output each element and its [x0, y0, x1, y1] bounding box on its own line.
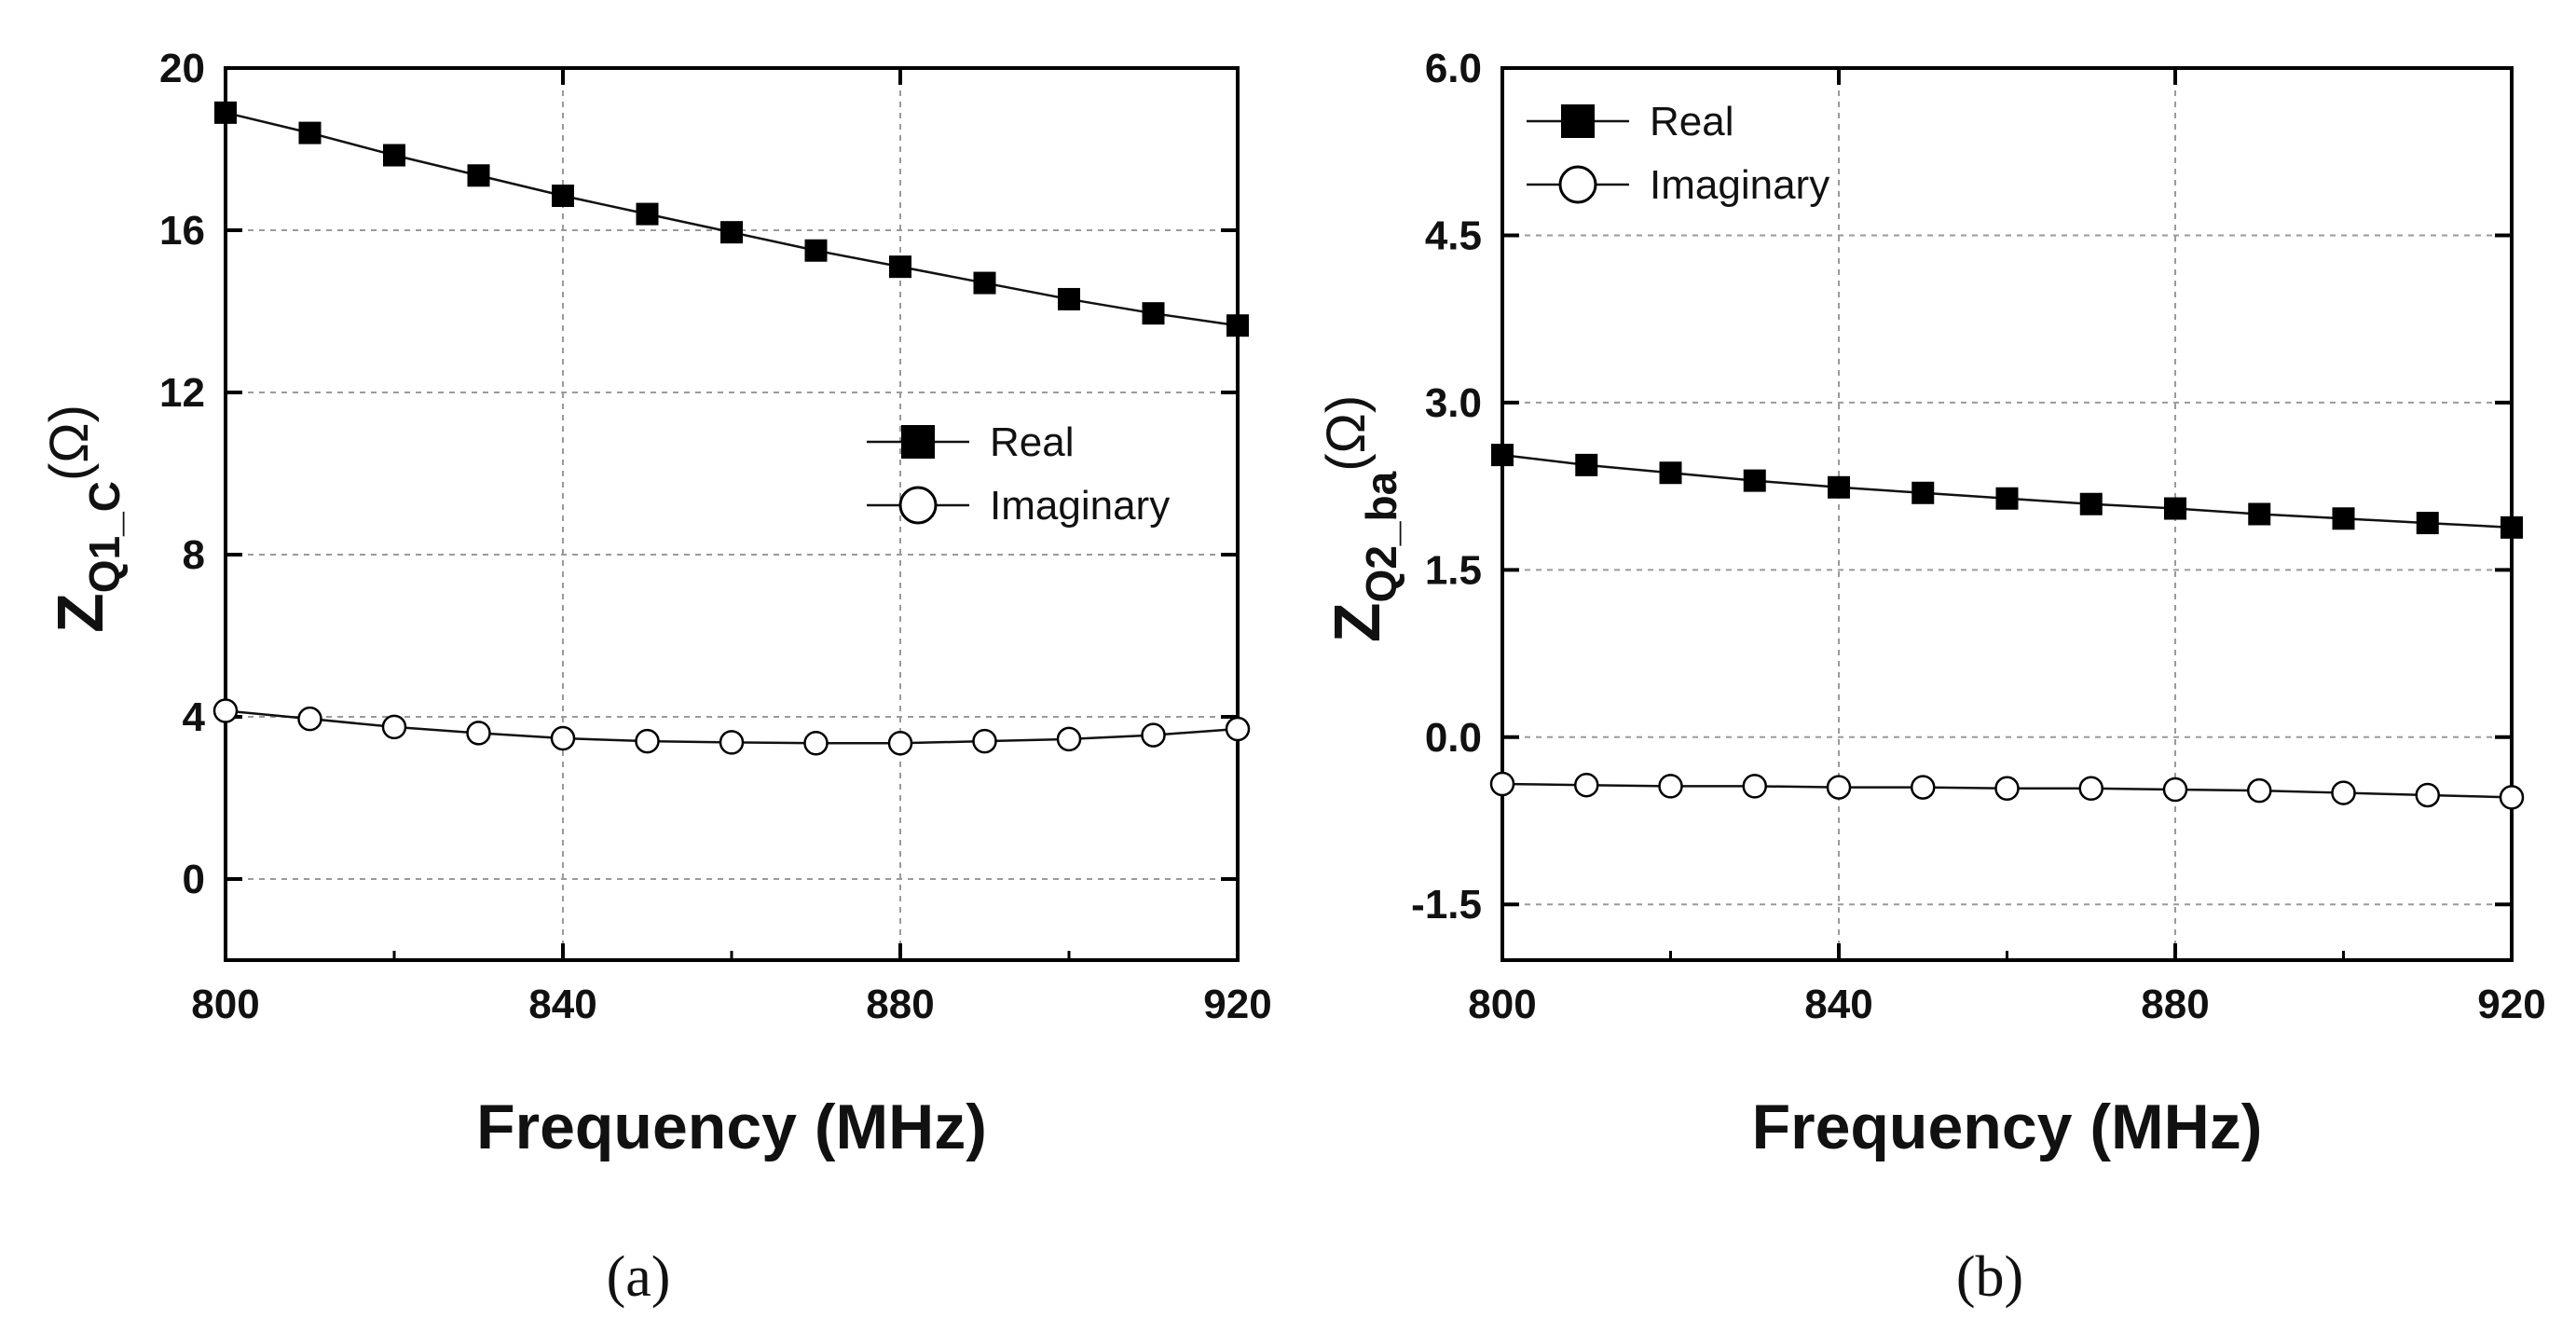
- data-point-real: [973, 271, 996, 295]
- data-point-imaginary: [550, 725, 576, 751]
- panel-caption: (b): [1956, 1245, 2023, 1309]
- data-point-real: [2164, 497, 2186, 520]
- x-tick-label: 880: [866, 982, 934, 1027]
- data-point-real: [2079, 492, 2103, 515]
- data-point-imaginary: [466, 721, 491, 746]
- data-point-imaginary: [1994, 776, 2020, 802]
- data-point-imaginary: [1658, 774, 1683, 799]
- y-axis-label-unit: (Ω): [1316, 395, 1377, 472]
- series-group: [212, 101, 1251, 756]
- data-point-imaginary: [2415, 782, 2440, 808]
- data-point-imaginary: [297, 706, 322, 732]
- data-point-real: [720, 221, 743, 244]
- data-point-real: [2332, 507, 2355, 530]
- data-point-imaginary: [212, 698, 239, 723]
- y-tick-label: 4.5: [1425, 213, 1482, 258]
- legend-label-imaginary: Imaginary: [990, 483, 1170, 529]
- data-point-imaginary: [887, 731, 913, 756]
- x-axis-label: Frequency (MHz): [1752, 1092, 2263, 1162]
- x-tick-label: 800: [191, 982, 259, 1027]
- data-point-imaginary: [1225, 716, 1251, 742]
- legend-marker-real: [1561, 104, 1595, 138]
- data-point-imaginary: [719, 730, 745, 755]
- x-tick-label: 840: [528, 982, 596, 1027]
- data-point-real: [1828, 475, 1850, 499]
- series-group: [1489, 444, 2525, 810]
- y-axis-label-subscript: Q2_ba: [1357, 471, 1405, 602]
- data-point-real: [1058, 287, 1080, 310]
- y-axis-label-main: Z: [44, 593, 116, 633]
- data-point-real: [2248, 502, 2271, 526]
- data-point-real: [2416, 512, 2439, 535]
- y-tick-label: 6.0: [1425, 46, 1482, 91]
- data-point-real: [552, 185, 574, 208]
- y-axis-label: ZQ1_C(Ω): [39, 405, 129, 633]
- data-point-real: [1743, 469, 1766, 492]
- y-tick-label: 12: [159, 370, 205, 416]
- y-tick-label: 0.0: [1425, 715, 1482, 761]
- x-axis-label: Frequency (MHz): [476, 1092, 987, 1162]
- legend-marker-imaginary: [898, 486, 938, 525]
- data-point-real: [383, 144, 405, 167]
- data-point-imaginary: [1911, 775, 1936, 800]
- data-point-real: [1226, 314, 1249, 337]
- x-tick-label: 800: [1468, 982, 1536, 1027]
- data-point-real: [1575, 453, 1598, 476]
- data-point-imaginary: [803, 731, 829, 756]
- data-point-real: [214, 101, 237, 124]
- data-point-real: [1142, 302, 1165, 325]
- x-tick-label: 880: [2141, 982, 2209, 1027]
- data-point-real: [298, 121, 322, 144]
- panel-caption: (a): [607, 1245, 671, 1309]
- x-tick-label: 920: [1203, 982, 1271, 1027]
- legend-label-imaginary: Imaginary: [1650, 162, 1829, 208]
- y-tick-label: 20: [159, 46, 205, 91]
- y-tick-label: 0: [183, 857, 205, 902]
- data-point-imaginary: [1742, 774, 1767, 799]
- data-point-imaginary: [2247, 777, 2272, 804]
- data-point-imaginary: [2162, 776, 2188, 803]
- y-axis-label: ZQ2_ba(Ω): [1316, 395, 1405, 642]
- y-tick-label: 8: [183, 532, 205, 578]
- y-axis-label-unit: (Ω): [39, 405, 100, 481]
- data-point-imaginary: [1056, 726, 1082, 752]
- data-point-imaginary: [2078, 776, 2103, 802]
- panel-a: 800 840 880 920 0 4 8 12 16 20 Frequency (MHz) ZQ1_…: [39, 46, 1272, 1309]
- y-tick-label: 1.5: [1425, 547, 1482, 593]
- data-point-imaginary: [1574, 772, 1599, 798]
- legend-label-real: Real: [990, 419, 1075, 465]
- data-point-real: [1995, 487, 2019, 510]
- x-tick-label: 920: [2477, 982, 2545, 1027]
- data-point-imaginary: [2499, 785, 2525, 810]
- y-axis-label-subscript: Q1_C: [80, 481, 129, 593]
- data-point-imaginary: [1489, 771, 1515, 797]
- y-tick-label: 3.0: [1425, 380, 1482, 426]
- legend-marker-imaginary: [1558, 165, 1597, 204]
- legend-label-real: Real: [1650, 99, 1734, 144]
- data-point-real: [2501, 515, 2523, 539]
- data-point-real: [1911, 481, 1935, 504]
- data-point-imaginary: [972, 728, 997, 754]
- legend-marker-real: [901, 425, 935, 459]
- data-point-imaginary: [1826, 775, 1852, 800]
- y-axis-label-main: Z: [1321, 602, 1393, 642]
- data-point-real: [467, 164, 490, 187]
- y-tick-label: 16: [159, 208, 205, 254]
- data-point-imaginary: [381, 714, 407, 740]
- data-point-imaginary: [635, 728, 660, 754]
- data-point-imaginary: [2331, 780, 2356, 805]
- data-point-real: [889, 255, 911, 279]
- data-point-real: [1659, 461, 1682, 485]
- y-tick-label: -1.5: [1411, 882, 1482, 928]
- x-tick-label: 840: [1804, 982, 1872, 1027]
- data-point-real: [636, 202, 659, 226]
- data-point-real: [1491, 444, 1514, 467]
- y-tick-label: 4: [183, 694, 206, 740]
- data-point-real: [804, 239, 828, 262]
- panel-b: 800 840 880 920 -1.5 0.0 1.5 3.0 4.5 6.0 Frequency…: [1316, 46, 2546, 1309]
- data-point-imaginary: [1141, 722, 1166, 748]
